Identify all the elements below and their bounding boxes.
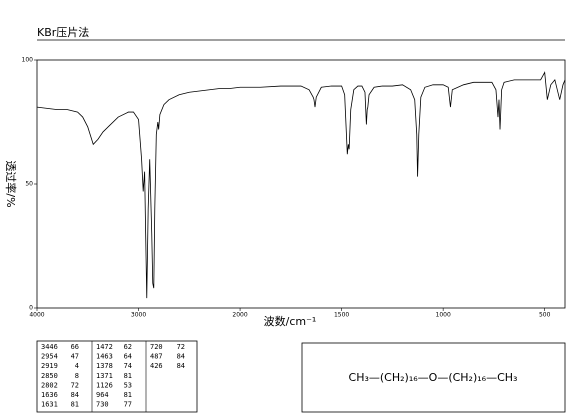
peak-table-frame: [36, 340, 198, 413]
peak-wavenumber: 2850: [41, 372, 58, 380]
peak-transmittance: 47: [71, 353, 79, 361]
plot-frame: [36, 59, 566, 309]
peak-transmittance: 77: [124, 401, 132, 409]
peak-wavenumber: 720: [150, 343, 163, 351]
peak-transmittance: 4: [75, 362, 79, 370]
peak-transmittance: 66: [71, 343, 79, 351]
peak-transmittance: 84: [71, 391, 79, 399]
peak-transmittance: 81: [124, 372, 132, 380]
y-tick-label: 0: [29, 305, 33, 312]
peak-wavenumber: 730: [96, 401, 109, 409]
peak-wavenumber: 3446: [41, 343, 58, 351]
peak-wavenumber: 2919: [41, 362, 58, 370]
peak-wavenumber: 2802: [41, 381, 58, 389]
peak-transmittance: 62: [124, 343, 132, 351]
x-tick-label: 500: [539, 312, 551, 319]
peak-transmittance: 72: [71, 381, 79, 389]
y-tick-label: 100: [22, 57, 34, 64]
structure-formula: CH₃—(CH₂)₁₆—O—(CH₂)₁₆—CH₃: [349, 371, 518, 384]
peak-transmittance: 72: [177, 343, 185, 351]
spectrum-line: [36, 71, 566, 299]
peak-wavenumber: 1371: [96, 372, 113, 380]
peak-wavenumber: 1631: [41, 401, 58, 409]
peak-transmittance: 74: [124, 362, 132, 370]
y-tick-label: 50: [25, 181, 33, 188]
peak-wavenumber: 2954: [41, 353, 58, 361]
peak-transmittance: 53: [124, 381, 132, 389]
x-axis-label: 波数/cm⁻¹: [264, 315, 317, 328]
x-tick-label: 3000: [131, 312, 146, 319]
peak-wavenumber: 426: [150, 362, 163, 370]
peak-transmittance: 8: [75, 372, 79, 380]
peak-transmittance: 64: [124, 353, 132, 361]
peak-transmittance: 84: [177, 362, 185, 370]
peak-transmittance: 84: [177, 353, 185, 361]
peak-wavenumber: 1636: [41, 391, 58, 399]
structure-frame: [301, 342, 566, 413]
peak-wavenumber: 487: [150, 353, 163, 361]
x-tick-label: 1000: [436, 312, 451, 319]
y-axis-label: 透过率/%: [4, 160, 18, 207]
page-title: KBr压片法: [37, 25, 89, 39]
peak-wavenumber: 964: [96, 391, 109, 399]
x-tick-label: 4000: [29, 312, 44, 319]
peak-wavenumber: 1463: [96, 353, 113, 361]
x-tick-label: 1500: [334, 312, 349, 319]
peak-wavenumber: 1472: [96, 343, 113, 351]
peak-transmittance: 81: [71, 401, 79, 409]
x-tick-label: 2000: [232, 312, 247, 319]
peak-wavenumber: 1126: [96, 381, 113, 389]
peak-transmittance: 81: [124, 391, 132, 399]
peak-wavenumber: 1378: [96, 362, 113, 370]
